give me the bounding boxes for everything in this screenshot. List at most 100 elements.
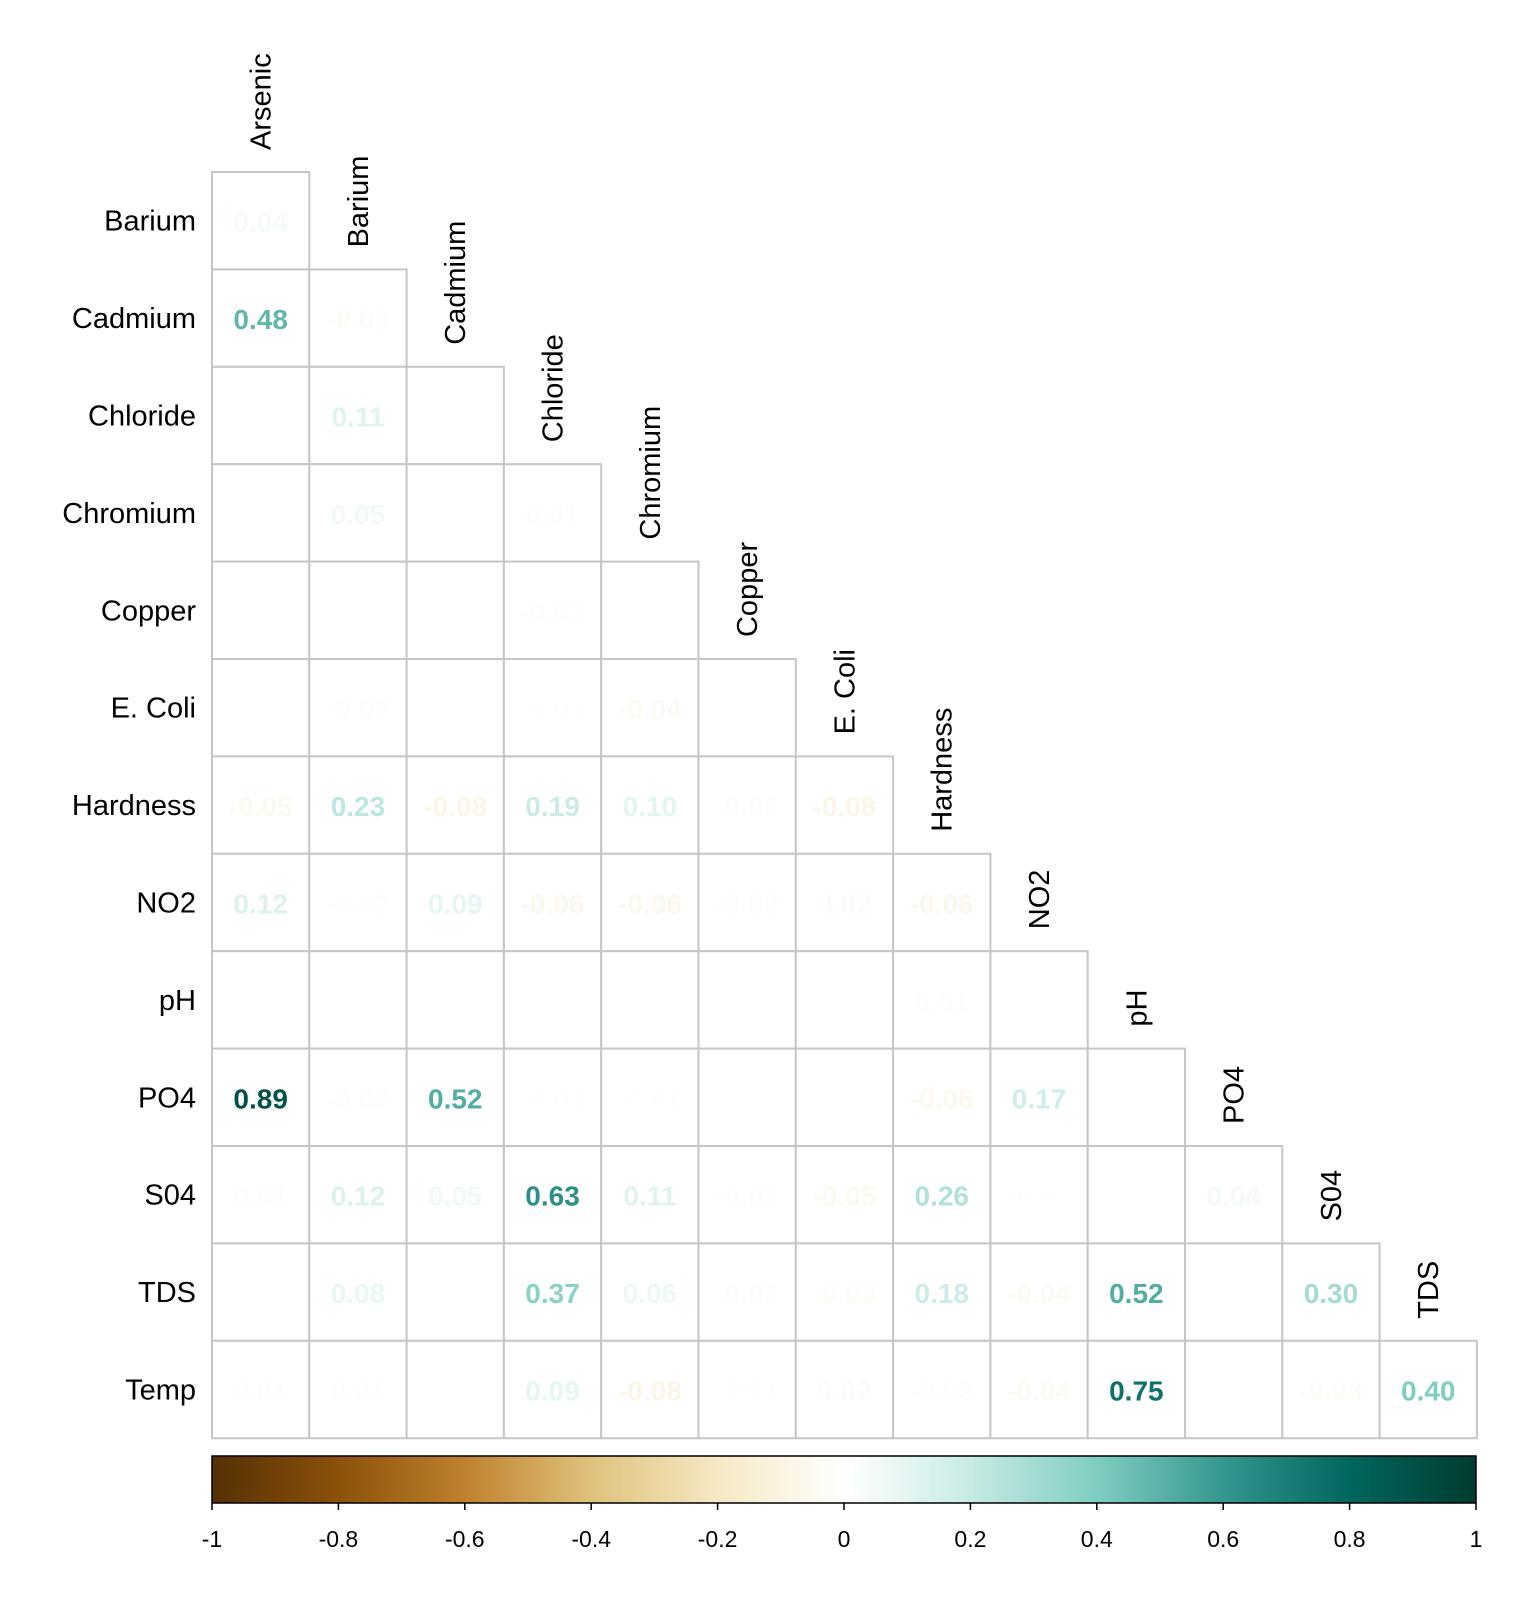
cell-value: 0.52: [1109, 1278, 1164, 1309]
cell-po4-barium: [308, 1047, 408, 1147]
row-label-copper: Copper: [101, 595, 196, 627]
cell-e-coli-barium: [308, 658, 408, 758]
cell-value: 0.00: [525, 986, 580, 1017]
cell-po4-copper: [697, 1047, 797, 1147]
cell-cadmium-arsenic: [211, 268, 311, 368]
colorbar-tick-label: 0.8: [1334, 1526, 1366, 1552]
row-label-po4: PO4: [138, 1082, 196, 1114]
cell-tds-barium: [308, 1242, 408, 1342]
cell-value: 0.00: [1206, 1376, 1261, 1407]
column-label-hardness: Hardness: [927, 708, 959, 832]
cell-value: 0.30: [1304, 1278, 1359, 1309]
cell-value: 0.52: [428, 1083, 483, 1114]
cell-value: -0.05: [813, 1181, 877, 1212]
cell-value: 0.11: [331, 402, 384, 433]
colorbar-tick-label: -0.2: [698, 1526, 738, 1552]
row-label-cadmium: Cadmium: [72, 303, 196, 335]
cell-no2-hardness: [892, 852, 992, 953]
cell-ph-arsenic: [211, 950, 311, 1050]
column-label-tds: TDS: [1413, 1261, 1445, 1319]
cell-value: 0.05: [331, 499, 386, 530]
cell-value: -0.08: [618, 1376, 682, 1407]
cell-chloride-cadmium: [405, 365, 505, 466]
row-label-hardness: Hardness: [72, 790, 196, 822]
cell-po4-no2: [989, 1047, 1089, 1147]
cell-cadmium-barium: [308, 268, 408, 368]
cell-value: -0.02: [910, 1376, 974, 1407]
cell-value: -0.04: [1007, 1278, 1071, 1309]
cell-value: 0.01: [525, 499, 580, 530]
cell-value: -0.04: [618, 694, 682, 725]
cell-s04-no2: [989, 1145, 1089, 1245]
cell-value: 0.01: [233, 1376, 288, 1407]
row-label-s04: S04: [144, 1180, 196, 1212]
column-label-ph: pH: [1121, 990, 1153, 1027]
cell-value: 0.12: [233, 889, 288, 920]
cell-value: 0.00: [233, 986, 288, 1017]
cell-value: 0.00: [623, 986, 678, 1017]
cell-value: 0.00: [233, 694, 288, 725]
cell-value: 0.89: [233, 1083, 288, 1114]
cell-value: 0.40: [1401, 1376, 1456, 1407]
cell-value: 0.63: [525, 1181, 580, 1212]
cell-value: 0.08: [331, 1278, 386, 1309]
cell-value: 0.00: [720, 694, 775, 725]
cell-value: -0.02: [326, 1083, 390, 1114]
cell-value: 0.05: [428, 1181, 483, 1212]
cell-value: -0.05: [229, 791, 293, 822]
cell-value: 0.00: [233, 402, 288, 433]
cell-value: 0.19: [525, 791, 580, 822]
cell-temp-po4: [1184, 1339, 1284, 1440]
cell-value: 0.26: [915, 1181, 970, 1212]
cell-value: 0.00: [428, 1278, 483, 1309]
cell-value: -0.02: [715, 791, 779, 822]
cell-value: 0.00: [817, 1083, 872, 1114]
cell-no2-cadmium: [405, 852, 505, 953]
cell-value: 0.00: [1012, 986, 1067, 1017]
cell-e-coli-arsenic: [211, 658, 311, 758]
cell-temp-no2: [989, 1339, 1089, 1440]
column-label-e-coli: E. Coli: [829, 649, 861, 734]
cell-tds-copper: [697, 1242, 797, 1342]
cell-value: 0.02: [817, 1376, 872, 1407]
cell-value: 0.04: [233, 207, 288, 238]
colorbar-tick-label: -0.8: [319, 1526, 359, 1552]
cell-value: -0.02: [715, 1278, 779, 1309]
cell-value: 0.37: [525, 1278, 580, 1309]
cell-value: 0.09: [428, 889, 483, 920]
column-label-copper: Copper: [732, 542, 764, 637]
cell-value: -0.04: [1007, 1376, 1071, 1407]
colorbar-tick-label: 1: [1470, 1526, 1483, 1552]
cell-value: 0.06: [623, 1278, 678, 1309]
cell-value: 0.01: [915, 986, 970, 1017]
cell-value: -0.02: [326, 694, 390, 725]
cell-value: 0.01: [233, 1181, 288, 1212]
cell-barium-arsenic: [211, 171, 311, 271]
cell-value: -0.02: [326, 889, 390, 920]
cell-s04-chloride: [502, 1145, 603, 1245]
cell-s04-po4: [1184, 1145, 1284, 1245]
colorbar-tick-label: -0.4: [571, 1526, 611, 1552]
cell-value: 0.00: [428, 1376, 483, 1407]
cell-temp-chromium: [600, 1339, 700, 1440]
cell-temp-cadmium: [405, 1339, 505, 1440]
cell-value: -0.01: [521, 694, 585, 725]
cell-value: -0.01: [521, 1083, 585, 1114]
cell-value: 0.00: [331, 986, 386, 1017]
cell-tds-no2: [989, 1242, 1089, 1342]
colorbar-tick-label: 0.6: [1207, 1526, 1239, 1552]
colorbar-tick-label: -1: [202, 1526, 222, 1552]
cell-temp-chloride: [502, 1339, 603, 1440]
row-label-ph: pH: [159, 985, 196, 1017]
column-label-chloride: Chloride: [538, 334, 570, 442]
cell-tds-po4: [1184, 1242, 1284, 1342]
cell-chromium-barium: [308, 463, 408, 563]
cell-value: 0.00: [623, 596, 678, 627]
cell-ph-copper: [697, 950, 797, 1050]
cell-value: 0.00: [428, 694, 483, 725]
cell-tds-arsenic: [211, 1242, 311, 1342]
row-label-temp: Temp: [125, 1375, 196, 1407]
cell-ph-e-coli: [794, 950, 895, 1050]
cell-value: 0.00: [233, 499, 288, 530]
cell-value: -0.06: [910, 889, 974, 920]
